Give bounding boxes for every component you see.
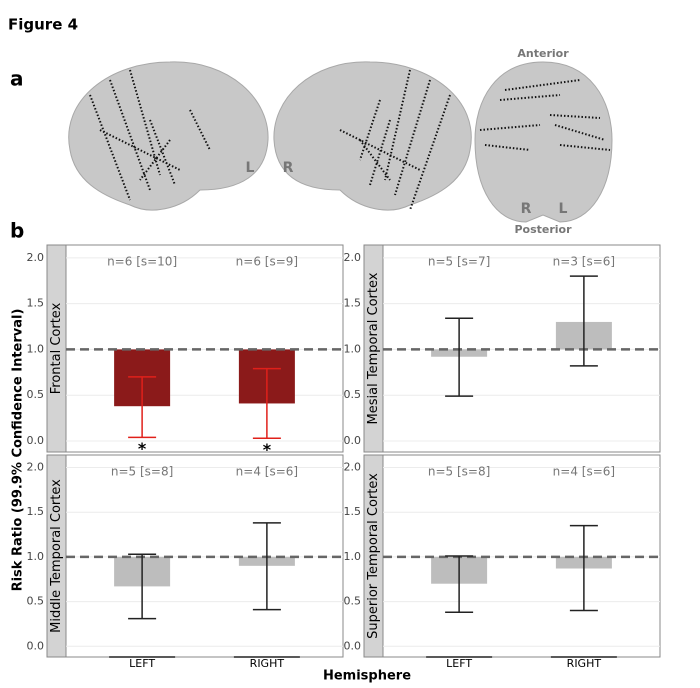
x-tick-label: RIGHT bbox=[250, 657, 285, 670]
y-tick-label: 1.5 bbox=[27, 505, 45, 518]
electrode-lines bbox=[339, 69, 451, 211]
x-tick-label: LEFT bbox=[129, 657, 155, 670]
y-tick-label: 1.5 bbox=[27, 297, 45, 310]
y-tick-label: 0.5 bbox=[344, 595, 362, 608]
brain-left bbox=[68, 61, 269, 211]
facet-label: Middle Temporal Cortex bbox=[49, 479, 64, 633]
annotation: n=4 [s=6] bbox=[236, 465, 298, 479]
annotation: n=6 [s=10] bbox=[107, 255, 177, 269]
plot-background bbox=[65, 244, 344, 453]
brain-label: L bbox=[559, 201, 568, 217]
y-tick-label: 0.5 bbox=[27, 595, 45, 608]
brain-label: Anterior bbox=[517, 47, 569, 60]
facet-label: Superior Temporal Cortex bbox=[366, 473, 381, 639]
significance: * bbox=[263, 440, 272, 459]
electrodes bbox=[89, 69, 611, 211]
plot-background bbox=[382, 244, 661, 453]
brain-right bbox=[273, 61, 472, 211]
y-tick-label: 2.0 bbox=[27, 461, 45, 474]
y-tick-label: 1.0 bbox=[344, 342, 362, 355]
y-tick-label: 0.0 bbox=[27, 434, 45, 447]
brain-label: R bbox=[521, 201, 532, 217]
facet-label: Mesial Temporal Cortex bbox=[366, 272, 381, 424]
annotation: n=5 [s=7] bbox=[428, 255, 490, 269]
y-tick-label: 0.0 bbox=[27, 639, 45, 652]
y-tick-label: 1.0 bbox=[27, 550, 45, 563]
brain-top bbox=[474, 61, 613, 223]
plot-background bbox=[382, 454, 661, 658]
y-tick-label: 0.5 bbox=[344, 388, 362, 401]
y-axis-label: Risk Ratio (99.9% Confidence Interval) bbox=[11, 309, 26, 592]
brain-label: L bbox=[246, 160, 255, 176]
annotation: n=6 [s=9] bbox=[236, 255, 298, 269]
brain-label: Posterior bbox=[514, 223, 572, 236]
annotation: n=3 [s=6] bbox=[553, 255, 615, 269]
y-tick-label: 0.0 bbox=[344, 639, 362, 652]
plot-background bbox=[65, 454, 344, 658]
figure-title: Figure 4 bbox=[8, 16, 78, 34]
y-tick-label: 1.0 bbox=[27, 342, 45, 355]
panel-label: b bbox=[10, 219, 24, 243]
annotation: n=5 [s=8] bbox=[111, 465, 173, 479]
y-tick-label: 1.5 bbox=[344, 505, 362, 518]
x-tick-label: LEFT bbox=[446, 657, 472, 670]
y-tick-label: 2.0 bbox=[344, 251, 362, 264]
facet-label: Frontal Cortex bbox=[49, 302, 64, 394]
significance: * bbox=[138, 439, 147, 458]
electrode-lines bbox=[89, 69, 211, 201]
y-tick-label: 1.5 bbox=[344, 297, 362, 310]
brain-images bbox=[68, 61, 613, 223]
y-tick-label: 0.5 bbox=[27, 388, 45, 401]
y-tick-label: 0.0 bbox=[344, 434, 362, 447]
annotation: n=4 [s=6] bbox=[553, 465, 615, 479]
x-axis-label: Hemisphere bbox=[323, 669, 411, 684]
annotation: n=5 [s=8] bbox=[428, 465, 490, 479]
y-tick-label: 2.0 bbox=[27, 251, 45, 264]
y-tick-label: 1.0 bbox=[344, 550, 362, 563]
brain-label: R bbox=[283, 160, 294, 176]
y-tick-label: 2.0 bbox=[344, 461, 362, 474]
panel-label: a bbox=[10, 67, 24, 91]
x-tick-label: RIGHT bbox=[567, 657, 602, 670]
